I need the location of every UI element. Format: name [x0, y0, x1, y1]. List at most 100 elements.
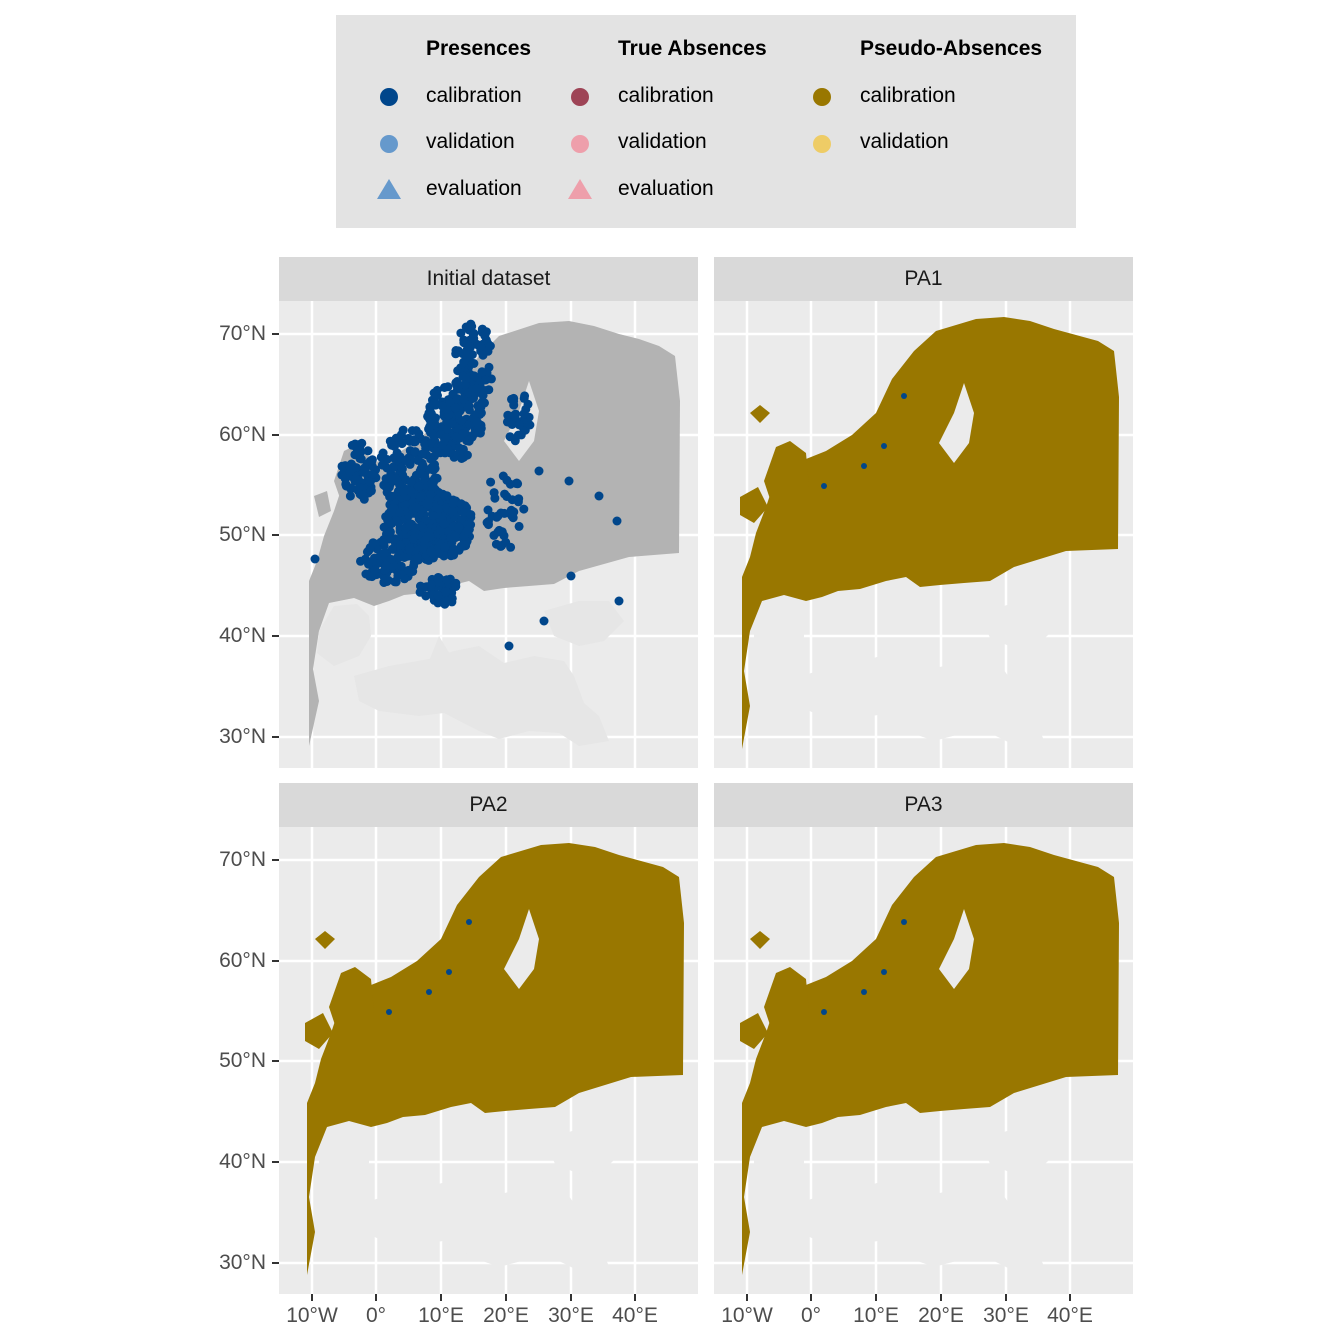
x-tick-label: 0°: [365, 1304, 387, 1327]
presence-point: [426, 454, 436, 464]
y-tick-label: 40°N: [219, 1150, 266, 1173]
presence-point: [472, 417, 482, 427]
y-tick: [272, 736, 279, 738]
panel-title: PA3: [714, 783, 1133, 827]
presence-point: [370, 565, 380, 575]
presence-point: [493, 511, 503, 521]
presence-point: [469, 334, 479, 344]
presence-point: [519, 409, 529, 419]
presence-point: [428, 511, 438, 521]
presence-point: [431, 413, 440, 423]
pseudo-absence-region: [764, 967, 809, 1031]
presence-point: [426, 580, 436, 590]
presence-point: [415, 481, 425, 491]
presence-point: [440, 383, 449, 392]
presence-point: [504, 641, 514, 651]
legend-key-pseudo-absence-calibration-icon: [813, 88, 831, 106]
y-tick: [272, 1060, 279, 1062]
presence-point: [440, 599, 450, 609]
presence-point: [399, 487, 409, 497]
presence-point: [366, 486, 376, 496]
x-tick: [505, 1294, 507, 1301]
legend-label-true-absence-calibration: calibration: [618, 84, 714, 107]
presence-point: [420, 439, 430, 449]
presence-point: [462, 340, 472, 350]
presence-point: [400, 574, 409, 584]
presence-point: [364, 559, 373, 569]
presence-point: [514, 420, 524, 430]
presence-point: [463, 525, 473, 535]
map-pa2: [279, 827, 698, 1294]
presence-point: [445, 397, 455, 407]
presence-point: [502, 492, 512, 501]
presence-point: [514, 521, 524, 531]
presence-point: [456, 499, 466, 509]
presence-point: [382, 487, 392, 497]
presence-point: [484, 520, 493, 530]
presence-point: [433, 590, 443, 600]
x-tick: [311, 1294, 313, 1301]
y-tick-label: 50°N: [219, 523, 266, 546]
presence-point: [476, 402, 486, 412]
presence-point: [594, 491, 604, 501]
y-tick-label: 40°N: [219, 624, 266, 647]
unsampled-area: [351, 1175, 609, 1271]
presence-point: [447, 548, 457, 558]
presence-point: [352, 446, 362, 456]
map-plot: [279, 301, 698, 768]
presence-point: [426, 989, 432, 995]
x-tick: [440, 1294, 442, 1301]
presence-point: [386, 1009, 392, 1015]
presence-point: [408, 534, 417, 544]
presence-point: [440, 542, 450, 552]
legend: Presences True Absences Pseudo-Absences …: [336, 15, 1076, 228]
presence-point: [405, 521, 415, 531]
presence-point: [420, 535, 430, 545]
panel-pa3: PA3: [714, 783, 1133, 1294]
presence-point: [519, 504, 529, 514]
unsampled-area: [504, 909, 539, 989]
presence-point: [386, 473, 396, 483]
presence-point: [361, 569, 371, 579]
y-tick-label: 60°N: [219, 423, 266, 446]
presence-point: [502, 475, 512, 485]
presence-point: [411, 502, 421, 512]
x-tick-label: 20°E: [918, 1304, 964, 1327]
panel-title: Initial dataset: [279, 257, 698, 301]
presence-point: [401, 455, 411, 465]
presence-point: [397, 462, 406, 472]
presence-point: [434, 548, 443, 558]
presence-point: [350, 463, 360, 473]
presence-point: [437, 401, 447, 411]
presence-point: [351, 474, 361, 484]
presence-point: [442, 575, 452, 585]
presence-point: [466, 510, 476, 520]
presence-point: [357, 438, 367, 448]
presence-point: [387, 440, 397, 450]
panel-title: PA1: [714, 257, 1133, 301]
presence-point: [399, 553, 409, 562]
presence-point: [453, 523, 463, 533]
presence-point: [379, 522, 389, 532]
presence-point: [525, 420, 535, 430]
panel-pa2: PA2: [279, 783, 698, 1294]
presence-point: [469, 371, 479, 381]
x-tick: [875, 1294, 877, 1301]
legend-key-presence-validation-icon: [380, 135, 398, 153]
presence-point: [367, 455, 377, 465]
presence-point: [614, 596, 624, 606]
presence-point: [405, 543, 414, 553]
presence-point: [510, 412, 520, 421]
presence-point: [429, 432, 439, 441]
presence-point: [396, 430, 406, 440]
presence-point: [437, 440, 447, 450]
presence-point: [363, 446, 373, 456]
presence-point: [534, 466, 544, 476]
pseudo-absence-region: [742, 317, 1119, 749]
presence-point: [457, 454, 467, 463]
presence-point: [466, 919, 472, 925]
presence-point: [416, 521, 426, 531]
presence-point: [467, 322, 477, 331]
presence-point: [456, 328, 466, 338]
presence-point: [881, 969, 887, 975]
